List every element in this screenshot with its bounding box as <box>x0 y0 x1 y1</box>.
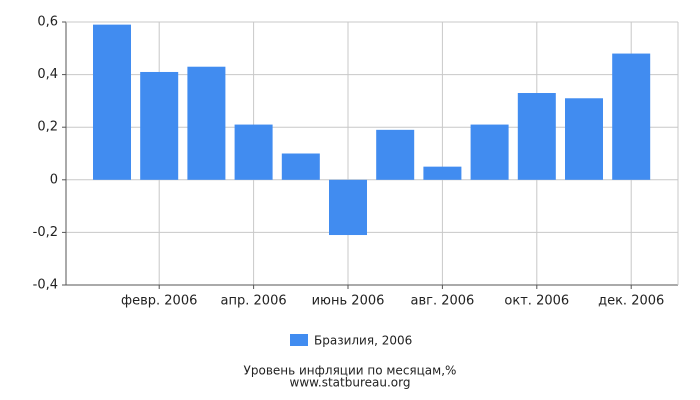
source: www.statbureau.org <box>290 376 411 390</box>
legend-swatch <box>290 334 308 346</box>
bar <box>423 166 462 180</box>
bar <box>517 93 556 180</box>
y-tick-label: -0,4 <box>33 278 58 293</box>
bar <box>234 124 273 180</box>
x-tick-label: авг. 2006 <box>410 294 474 309</box>
x-tick-label: июнь 2006 <box>312 294 385 309</box>
bar <box>470 124 509 180</box>
y-tick-label: 0,2 <box>37 120 58 135</box>
x-tick-label: дек. 2006 <box>598 294 664 309</box>
x-tick-label: апр. 2006 <box>221 294 287 309</box>
bar <box>329 179 367 236</box>
bar <box>565 98 603 180</box>
bar <box>612 53 651 180</box>
legend-label: Бразилия, 2006 <box>314 334 412 348</box>
x-tick-label: окт. 2006 <box>504 294 569 309</box>
y-tick-label: -0,2 <box>33 225 58 240</box>
bar <box>93 24 131 180</box>
y-tick-label: 0,4 <box>37 67 58 82</box>
bar <box>140 71 179 180</box>
y-tick-label: 0 <box>50 172 58 187</box>
x-tick-label: февр. 2006 <box>121 294 197 309</box>
bar <box>281 153 320 180</box>
bar <box>376 129 415 180</box>
bar <box>187 66 226 180</box>
y-tick-label: 0,6 <box>37 15 58 30</box>
chart-title: Уровень инфляции по месяцам,% <box>244 364 457 378</box>
